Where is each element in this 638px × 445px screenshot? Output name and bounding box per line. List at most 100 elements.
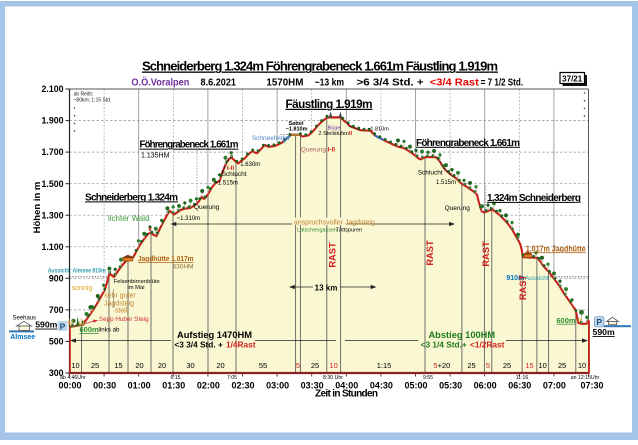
svg-text:00:30: 00:30 [93,380,116,390]
svg-text:25: 25 [91,361,99,370]
svg-text:~1.810m: ~1.810m [286,127,308,133]
svg-text:Jagdsteig: Jagdsteig [104,300,134,307]
svg-text:P: P [60,321,66,331]
svg-text:I-II: I-II [328,146,336,153]
svg-text:sonnig: sonnig [72,285,93,292]
svg-text:>6 3/4 Std. +: >6 3/4 Std. + [357,77,424,88]
svg-text:Querung: Querung [301,146,327,153]
svg-text:1570HM: 1570HM [266,77,303,88]
svg-text:ab Reith:: ab Reith: [74,92,94,98]
svg-text:590m: 590m [593,327,615,337]
svg-text:25: 25 [467,361,475,370]
svg-text:1.017m Jagdhütte: 1.017m Jagdhütte [526,244,586,253]
svg-text:Seehaus: Seehaus [13,316,37,322]
svg-text:Almsee: Almsee [10,334,35,341]
svg-text:Sepp Huber Steig: Sepp Huber Steig [99,316,149,323]
svg-text:01:00: 01:00 [128,380,151,390]
svg-text:20: 20 [216,361,224,370]
svg-text:im Mai: im Mai [127,285,144,291]
svg-text:Schneefelder: Schneefelder [252,135,291,142]
svg-text:600m: 600m [556,316,576,325]
svg-text:1.700: 1.700 [41,147,63,157]
svg-text:15: 15 [114,361,122,370]
svg-text:RAST: RAST [328,242,338,268]
svg-text:~1.310m: ~1.310m [177,216,201,222]
svg-text:Aussicht: Almsee 910m: Aussicht: Almsee 910m [48,267,106,274]
svg-text:10: 10 [578,361,586,370]
svg-text:Aussicht: Aussicht [525,275,549,282]
svg-text:02:30: 02:30 [231,380,254,390]
svg-text:10: 10 [71,361,79,370]
svg-text:9:55: 9:55 [423,375,433,381]
svg-text:Föhrengrabeneck 1.661m: Föhrengrabeneck 1.661m [140,140,239,151]
svg-text:1.630m: 1.630m [240,162,260,168]
svg-text:Schneiderberg 1.324m Föhrengr: Schneiderberg 1.324m Föhrengrabeneck 1.6… [142,59,498,74]
svg-text:07:00: 07:00 [543,380,566,390]
svg-text:Querung: Querung [445,205,471,212]
svg-text:1.324m Schneiderberg: 1.324m Schneiderberg [487,193,581,204]
svg-text:Zeit in Stunden: Zeit in Stunden [315,389,378,400]
svg-text:Aufstieg 1470HM: Aufstieg 1470HM [177,330,252,340]
svg-text:sehr guter: sehr guter [104,292,136,299]
svg-text:03:00: 03:00 [266,380,289,390]
svg-text:1/4Rast: 1/4Rast [226,340,256,350]
svg-text:<3 3/4 Std. +: <3 3/4 Std. + [174,340,223,350]
svg-text:1.900: 1.900 [41,116,63,126]
svg-text:O.Ö.Voralpen: O.Ö.Voralpen [131,75,189,88]
svg-text:20: 20 [135,361,143,370]
svg-text:Trittspuren: Trittspuren [336,227,362,233]
svg-text:anspruchsvoller Jagdsteig: anspruchsvoller Jagdsteig [294,220,375,227]
svg-text:RAST: RAST [425,240,435,266]
svg-text:II: II [149,227,153,233]
svg-text:13 km: 13 km [315,283,338,292]
svg-text:Felsenbirnenblüte: Felsenbirnenblüte [114,279,160,285]
svg-text:900: 900 [49,273,64,283]
svg-text:RAST: RAST [518,275,528,301]
svg-text:8.6.2021: 8.6.2021 [201,77,237,88]
svg-text:Latschengassen,: Latschengassen, [297,227,339,233]
svg-text:05:00: 05:00 [404,380,427,390]
svg-text:Büge: Büge [328,126,341,132]
svg-text:~13 km: ~13 km [315,77,345,88]
svg-text:<1/2Rast: <1/2Rast [470,340,505,350]
svg-text:Querung: Querung [194,204,220,211]
svg-text:300: 300 [49,368,64,378]
svg-text:06:00: 06:00 [474,380,497,390]
svg-text:Schlucht: Schlucht [222,171,247,178]
svg-text:20: 20 [158,361,166,370]
svg-text:I-II: I-II [227,166,234,172]
svg-text:~80km; 1:15 Std.: ~80km; 1:15 Std. [74,98,112,104]
svg-text:590m: 590m [35,320,57,330]
svg-text:01:30: 01:30 [162,380,185,390]
svg-text:1.300: 1.300 [41,210,63,220]
svg-text:03:30: 03:30 [301,380,324,390]
svg-text:ab 4:46Uhr: ab 4:46Uhr [60,375,86,381]
svg-text:1:15: 1:15 [377,361,392,370]
svg-text:700: 700 [49,305,64,315]
svg-text:Fäustling 1.919m: Fäustling 1.919m [286,98,373,111]
svg-text:1.500: 1.500 [41,179,63,189]
svg-text:2 Steilstufen: 2 Steilstufen [319,131,349,137]
svg-text:<3/4 Rast: <3/4 Rast [430,77,480,88]
svg-text:600m: 600m [80,325,100,334]
svg-text:P: P [596,317,602,327]
svg-text:04:00: 04:00 [335,380,358,390]
svg-text:25: 25 [503,361,511,370]
svg-text:02:00: 02:00 [197,380,220,390]
svg-text:2.100: 2.100 [41,84,63,94]
svg-text:04:30: 04:30 [370,380,393,390]
svg-text:05:30: 05:30 [439,380,462,390]
svg-text:1.515m: 1.515m [436,180,456,186]
svg-text:55: 55 [259,361,267,370]
svg-text:1.100: 1.100 [41,242,63,252]
svg-text:<3 1/4 Std.+: <3 1/4 Std.+ [421,340,467,350]
svg-text:~1.810m: ~1.810m [367,127,389,133]
svg-text:07:30: 07:30 [580,380,603,390]
svg-text:5: 5 [433,361,437,370]
svg-text:25: 25 [311,361,319,370]
svg-text:37/21: 37/21 [562,74,583,83]
svg-text:5: 5 [486,361,490,370]
svg-text:= 7 1/2 Std.: = 7 1/2 Std. [481,77,523,88]
svg-text:Abstieg 100HM: Abstieg 100HM [428,330,495,340]
svg-text:Schneiderberg 1.324m: Schneiderberg 1.324m [85,192,178,203]
